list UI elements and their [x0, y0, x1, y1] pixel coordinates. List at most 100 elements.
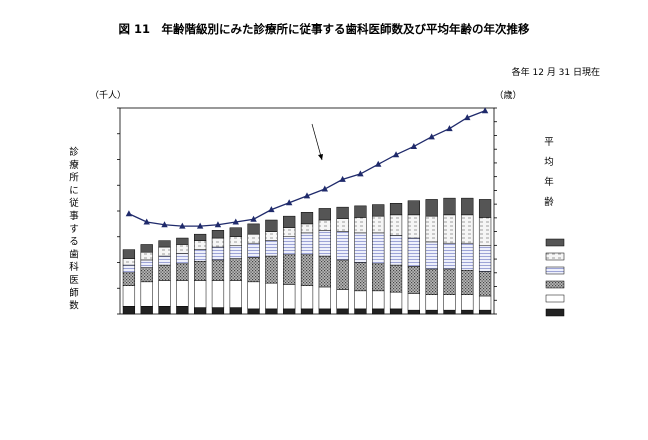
- bar-segment: [122, 264, 136, 274]
- legend: [545, 238, 565, 317]
- bar-segment: [247, 233, 260, 244]
- bar-segment: [247, 257, 260, 283]
- bar-segment: [194, 233, 207, 241]
- average-age-marker: [339, 175, 346, 182]
- y2-axis-title: 平均年齢: [544, 137, 554, 208]
- bar-segment: [389, 214, 403, 236]
- bar-segment: [372, 308, 385, 315]
- average-age-marker: [375, 160, 382, 167]
- bar-segment: [354, 262, 367, 292]
- bar-segment: [283, 236, 296, 256]
- bar-segment: [336, 289, 349, 310]
- bar-segment: [158, 264, 171, 281]
- bar-segment: [300, 254, 314, 286]
- y2-axis-unit: （歳）: [494, 89, 521, 101]
- bar-stacks: [122, 197, 492, 315]
- bar-segment: [318, 230, 331, 257]
- bar-segment: [158, 240, 171, 248]
- bar-segment: [122, 249, 136, 259]
- bar-segment: [300, 212, 314, 225]
- average-age-marker: [214, 221, 222, 228]
- bar-segment: [300, 223, 314, 234]
- bar-segment: [247, 242, 260, 258]
- bar-segment: [354, 290, 367, 310]
- y-axis-unit: （千人）: [90, 90, 126, 101]
- bar-segment: [389, 308, 403, 315]
- bar-segment: [176, 244, 189, 254]
- bar-segment: [443, 214, 456, 244]
- average-age-marker: [410, 142, 418, 149]
- bar-segment: [354, 205, 367, 218]
- average-age-marker: [357, 170, 364, 177]
- bar-segment: [425, 215, 438, 243]
- average-age-marker: [303, 192, 311, 199]
- bar-segment: [389, 235, 403, 266]
- bar-segment: [176, 253, 189, 265]
- bar-segment: [354, 217, 367, 234]
- bar-segment: [478, 199, 492, 218]
- bar-segment: [407, 237, 420, 267]
- average-age-marker: [446, 125, 453, 132]
- bar-segment: [443, 309, 456, 315]
- bar-segment: [229, 280, 242, 308]
- bar-segment: [478, 309, 492, 315]
- bar-segment: [211, 246, 225, 261]
- bar-segment: [300, 232, 314, 256]
- bar-segment: [461, 269, 474, 295]
- bar-segment: [425, 268, 438, 295]
- bar-segment: [336, 231, 349, 261]
- bar-segment: [283, 284, 296, 310]
- bar-segment: [140, 281, 153, 307]
- average-age-marker: [196, 222, 204, 229]
- bar-segment: [300, 308, 314, 315]
- bar-segment: [336, 259, 349, 290]
- bar-segment: [300, 285, 314, 310]
- bar-segment: [372, 263, 385, 292]
- bar-segment: [407, 266, 420, 294]
- bar-segment: [372, 204, 385, 217]
- average-age-marker: [321, 185, 329, 192]
- bar-segment: [461, 309, 474, 315]
- legend-swatch: [545, 308, 565, 317]
- bar-segment: [229, 227, 242, 238]
- bar-segment: [265, 240, 278, 257]
- bar-segment: [211, 307, 225, 315]
- bar-segment: [318, 208, 331, 221]
- bar-segment: [372, 215, 385, 234]
- bar-segment: [194, 240, 207, 250]
- bar-segment: [194, 280, 207, 308]
- chart-title: 図 11 年齢階級別にみた診療所に従事する歯科医師数及び平均年齢の年次推移: [118, 22, 530, 36]
- bar-segment: [461, 197, 474, 216]
- average-age-marker: [125, 210, 133, 217]
- bar-segment: [372, 290, 385, 310]
- average-age-marker: [250, 215, 257, 222]
- bar-segment: [336, 206, 349, 219]
- bar-segment: [443, 268, 456, 295]
- bar-segment: [318, 308, 331, 315]
- bar-segment: [265, 255, 278, 284]
- bar-segment: [354, 308, 367, 315]
- bar-segment: [122, 258, 136, 266]
- average-age-marker: [392, 151, 400, 158]
- bar-segment: [478, 295, 492, 311]
- bar-segment: [229, 245, 242, 259]
- average-age-marker: [232, 218, 239, 225]
- bar-segment: [140, 244, 153, 253]
- legend-swatch: [545, 238, 565, 247]
- left-axis: [117, 107, 120, 315]
- bar-segment: [478, 217, 492, 247]
- bar-segment: [265, 282, 278, 310]
- bar-segment: [407, 200, 420, 216]
- bar-segment: [265, 308, 278, 315]
- bar-segment: [176, 306, 189, 315]
- bar-segment: [194, 307, 207, 315]
- bar-segment: [389, 291, 403, 310]
- bar-segment: [194, 249, 207, 262]
- legend-swatch: [545, 252, 565, 261]
- bar-segment: [211, 259, 225, 281]
- bar-segment: [336, 308, 349, 315]
- average-age-marker: [481, 107, 489, 114]
- bar-segment: [443, 197, 456, 216]
- callout-arrow-line: [311, 123, 323, 161]
- bar-segment: [478, 271, 492, 297]
